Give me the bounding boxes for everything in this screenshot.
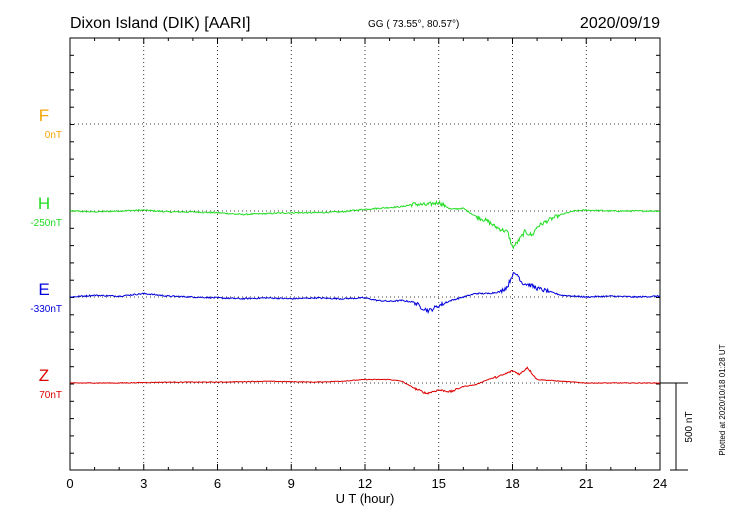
station-title: Dixon Island (DIK) [AARI]: [70, 15, 251, 32]
x-tick-label: 12: [358, 476, 372, 491]
channel-name-f: F: [39, 106, 49, 125]
series-line-e: [69, 271, 661, 315]
x-tick-label: 6: [214, 476, 221, 491]
plotted-at: Plotted at 2020/10/18 01:28 UT: [718, 344, 727, 455]
channel-baseline-e: -330nT: [30, 304, 62, 315]
x-tick-label: 15: [432, 476, 446, 491]
channel-baseline-f: 0nT: [45, 130, 62, 141]
series-line-z: [70, 366, 661, 395]
x-tick-label: 24: [653, 476, 667, 491]
grid: [70, 38, 660, 470]
scale-bar: 500 nT: [660, 382, 695, 471]
x-tick-label: 3: [140, 476, 147, 491]
x-tick-label: 9: [288, 476, 295, 491]
channel-baseline-z: 70nT: [39, 390, 62, 401]
date-label: 2020/09/19: [580, 15, 660, 32]
x-tick-label: 21: [579, 476, 593, 491]
series-group: [69, 199, 661, 395]
x-axis-label: U T (hour): [336, 491, 395, 506]
x-tick-label: 0: [66, 476, 73, 491]
series-line-h: [69, 199, 661, 250]
channel-name-h: H: [38, 194, 50, 213]
channel-name-z: Z: [39, 366, 49, 385]
channel-labels: F 0nT H -250nT E -330nT Z 70nT: [30, 106, 62, 401]
channel-name-e: E: [38, 280, 49, 299]
scale-bar-label: 500 nT: [684, 411, 695, 442]
coordinates: GG ( 73.55°, 80.57°): [368, 19, 459, 30]
x-tick-label: 18: [505, 476, 519, 491]
channel-baseline-h: -250nT: [30, 218, 62, 229]
axis-ticks: 0 3 6 9 12 15 18 21 24: [66, 37, 667, 491]
